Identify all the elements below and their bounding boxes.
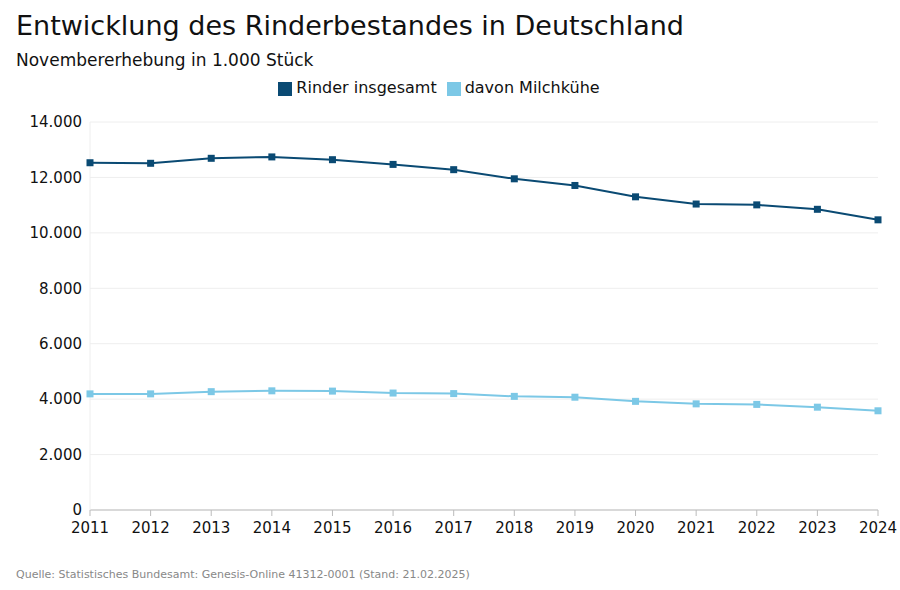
svg-text:2014: 2014 — [253, 519, 291, 537]
svg-text:2021: 2021 — [677, 519, 715, 537]
svg-text:0: 0 — [72, 501, 82, 519]
svg-text:14.000: 14.000 — [30, 113, 83, 131]
html-text:davon Milchkühe: davon Milchkühe — [464, 78, 600, 97]
svg-text:4.000: 4.000 — [39, 390, 82, 408]
html-text:Rinder insgesamt: Rinder insgesamt — [296, 78, 437, 97]
svg-text:2015: 2015 — [313, 519, 351, 537]
svg-text:2022: 2022 — [738, 519, 776, 537]
svg-text:2019: 2019 — [556, 519, 594, 537]
svg-text:2018: 2018 — [495, 519, 533, 537]
svg-text:2.000: 2.000 — [39, 446, 82, 464]
svg-text:2020: 2020 — [616, 519, 654, 537]
svg-text:2013: 2013 — [192, 519, 230, 537]
html-text:Entwicklung des Rinderbestande: Entwicklung des Rinderbestandes in Deuts… — [16, 10, 684, 41]
svg-text:2011: 2011 — [71, 519, 109, 537]
svg-text:8.000: 8.000 — [39, 280, 82, 298]
svg-text:12.000: 12.000 — [30, 169, 83, 187]
svg-text:2017: 2017 — [435, 519, 473, 537]
svg-text:2023: 2023 — [798, 519, 836, 537]
svg-text:10.000: 10.000 — [30, 224, 83, 242]
svg-text:6.000: 6.000 — [39, 335, 82, 353]
svg-text:2012: 2012 — [132, 519, 170, 537]
html-text:Quelle: Statistisches Bundesam: Quelle: Statistisches Bundesamt: Genesis… — [16, 568, 470, 581]
svg-text:2016: 2016 — [374, 519, 412, 537]
svg-text:2024: 2024 — [859, 519, 892, 537]
html-text:Novembererhebung in 1.000 Stüc: Novembererhebung in 1.000 Stück — [16, 50, 314, 70]
